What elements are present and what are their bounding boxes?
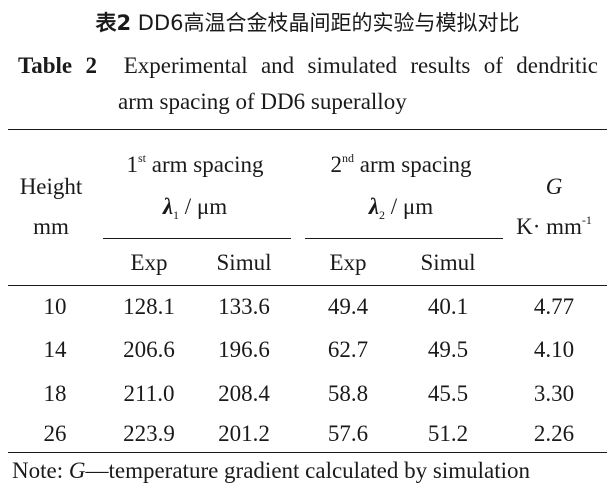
cell-exp-second: 62.7 [327, 337, 369, 362]
header-gradient-symbol: G [545, 174, 563, 199]
cell-exp-second: 58.8 [327, 381, 369, 406]
group-rule-first-spacing [103, 238, 291, 239]
cell-simul-first: 133.6 [218, 294, 270, 319]
header-height: Height [19, 174, 83, 199]
header-simul-first: Simul [216, 250, 272, 275]
cell-simul-second: 45.5 [427, 381, 469, 406]
table-label-english: Table 2 [18, 53, 97, 78]
cell-gradient: 4.10 [533, 337, 575, 362]
header-second-arm-spacing: 2nd arm spacing [330, 151, 472, 177]
table-caption-chinese: 表2 DD6高温合金枝晶间距的实验与模拟对比 [0, 6, 615, 40]
cell-exp-first: 211.0 [123, 381, 175, 406]
cell-simul-second: 51.2 [427, 421, 469, 446]
header-first-arm-spacing: 1st arm spacing [126, 151, 264, 177]
header-simul-second: Simul [420, 250, 476, 275]
table-title-english-line1: Experimental and simulated results of de… [123, 53, 598, 78]
header-exp-second: Exp [329, 250, 367, 275]
cell-exp-second: 49.4 [327, 294, 369, 319]
header-gradient-unit: K· mm-1 [516, 213, 592, 239]
cell-simul-first: 196.6 [218, 337, 270, 362]
cell-simul-first: 201.2 [218, 421, 270, 446]
table-top-rule [8, 129, 607, 130]
header-height-unit: mm [33, 214, 69, 239]
header-lambda1: λ1 / μm [162, 194, 228, 222]
cell-simul-second: 40.1 [427, 294, 469, 319]
cell-exp-first: 128.1 [123, 294, 175, 319]
cell-gradient: 2.26 [533, 421, 575, 446]
header-lambda2: λ2 / μm [368, 194, 434, 222]
cell-simul-second: 49.5 [427, 337, 469, 362]
cell-gradient: 4.77 [533, 294, 575, 319]
cell-exp-first: 206.6 [123, 337, 175, 362]
table-caption-english: Table 2 Experimental and simulated resul… [18, 50, 598, 82]
cell-gradient: 3.30 [533, 381, 575, 406]
group-rule-second-spacing [305, 238, 503, 239]
cell-height: 26 [43, 421, 67, 446]
cell-simul-first: 208.4 [218, 381, 270, 406]
cell-exp-first: 223.9 [123, 421, 175, 446]
table-note: Note: G—temperature gradient calculated … [12, 458, 530, 483]
note-text: —temperature gradient calculated by simu… [85, 458, 530, 483]
table-bottom-rule [8, 452, 607, 453]
cell-exp-second: 57.6 [327, 421, 369, 446]
note-symbol: G [68, 458, 86, 483]
header-bottom-rule [8, 285, 607, 286]
cell-height: 10 [43, 294, 67, 319]
table-title-chinese: DD6高温合金枝晶间距的实验与模拟对比 [137, 11, 520, 35]
cell-height: 18 [43, 381, 67, 406]
table-title-english-line2: arm spacing of DD6 superalloy [118, 89, 407, 114]
cell-height: 14 [43, 337, 67, 362]
header-exp-first: Exp [130, 250, 168, 275]
table-label-chinese: 表2 [95, 11, 132, 35]
